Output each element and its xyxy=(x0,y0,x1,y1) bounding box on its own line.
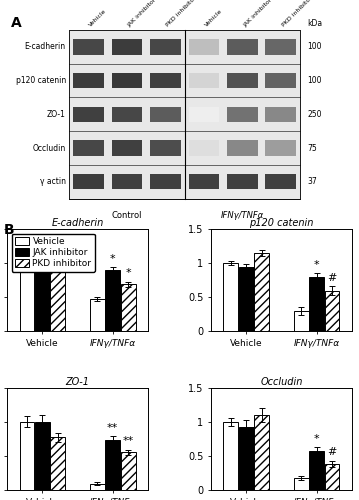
Text: kDa: kDa xyxy=(307,19,322,28)
Text: *: * xyxy=(110,254,116,264)
Text: 250: 250 xyxy=(307,110,322,119)
Title: p120 catenin: p120 catenin xyxy=(249,218,314,228)
Text: **: ** xyxy=(122,436,134,446)
Bar xyxy=(309,277,324,332)
Bar xyxy=(150,107,181,122)
Bar xyxy=(73,140,104,156)
Text: 37: 37 xyxy=(307,178,317,186)
Bar xyxy=(112,107,142,122)
Text: PKD inhibitor: PKD inhibitor xyxy=(281,0,313,28)
Title: E-cadherin: E-cadherin xyxy=(51,218,104,228)
Bar xyxy=(121,452,135,490)
Bar xyxy=(112,73,142,88)
Bar xyxy=(309,451,324,490)
Text: JAK inhibitor: JAK inhibitor xyxy=(242,0,273,28)
Bar xyxy=(227,107,258,122)
Legend: Vehicle, JAK inhibitor, PKD inhibitor: Vehicle, JAK inhibitor, PKD inhibitor xyxy=(12,234,95,272)
Bar xyxy=(188,174,219,190)
Bar xyxy=(188,140,219,156)
Text: Vehicle: Vehicle xyxy=(88,8,108,28)
Text: 100: 100 xyxy=(307,76,322,85)
Bar xyxy=(51,438,65,490)
Text: *: * xyxy=(314,260,320,270)
Text: E-cadherin: E-cadherin xyxy=(25,42,66,51)
Title: Occludin: Occludin xyxy=(260,377,303,387)
Bar xyxy=(188,73,219,88)
Bar xyxy=(227,40,258,54)
Bar xyxy=(121,284,135,332)
Bar xyxy=(150,40,181,54)
Text: ZO-1: ZO-1 xyxy=(47,110,66,119)
Text: *: * xyxy=(314,434,320,444)
Text: IFNγ/TNFα: IFNγ/TNFα xyxy=(221,210,264,220)
Bar xyxy=(105,270,120,332)
Bar xyxy=(73,174,104,190)
Bar xyxy=(294,478,308,490)
Bar xyxy=(73,107,104,122)
Bar xyxy=(19,263,34,332)
Bar xyxy=(69,30,300,198)
Bar xyxy=(325,464,340,490)
Bar xyxy=(266,140,296,156)
Bar xyxy=(19,422,34,490)
Bar xyxy=(73,73,104,88)
Bar xyxy=(266,40,296,54)
Bar xyxy=(188,40,219,54)
Bar xyxy=(188,107,219,122)
Bar xyxy=(227,73,258,88)
Bar xyxy=(90,300,104,332)
Bar xyxy=(112,140,142,156)
Text: #: # xyxy=(327,273,337,283)
Text: **: ** xyxy=(107,422,118,432)
Bar xyxy=(227,174,258,190)
Text: A: A xyxy=(11,16,22,30)
Bar xyxy=(266,107,296,122)
Bar xyxy=(294,311,308,332)
Text: p120 catenin: p120 catenin xyxy=(15,76,66,85)
Bar xyxy=(266,73,296,88)
Text: PKD inhibitor: PKD inhibitor xyxy=(165,0,198,28)
Text: B: B xyxy=(4,222,14,236)
Text: Occludin: Occludin xyxy=(33,144,66,152)
Bar xyxy=(51,244,65,332)
Bar xyxy=(325,290,340,332)
Bar xyxy=(266,174,296,190)
Bar xyxy=(239,426,254,490)
Text: JAK inhibitor: JAK inhibitor xyxy=(127,0,158,28)
Bar xyxy=(35,258,50,332)
Bar xyxy=(150,140,181,156)
Bar xyxy=(150,174,181,190)
Bar xyxy=(90,484,104,490)
Bar xyxy=(224,422,238,490)
Bar xyxy=(35,422,50,490)
Bar xyxy=(73,40,104,54)
Text: #: # xyxy=(327,448,337,458)
Bar xyxy=(112,40,142,54)
Bar xyxy=(255,415,269,490)
Title: ZO-1: ZO-1 xyxy=(65,377,89,387)
Text: Vehicle: Vehicle xyxy=(204,8,223,28)
Text: Control: Control xyxy=(112,210,142,220)
Text: γ actin: γ actin xyxy=(40,178,66,186)
Text: *: * xyxy=(125,268,131,278)
Bar xyxy=(224,263,238,332)
Bar xyxy=(105,440,120,490)
Bar xyxy=(239,266,254,332)
Text: 75: 75 xyxy=(307,144,317,152)
Text: 100: 100 xyxy=(307,42,322,51)
Bar xyxy=(227,140,258,156)
Bar xyxy=(255,253,269,332)
Bar xyxy=(150,73,181,88)
Bar xyxy=(112,174,142,190)
